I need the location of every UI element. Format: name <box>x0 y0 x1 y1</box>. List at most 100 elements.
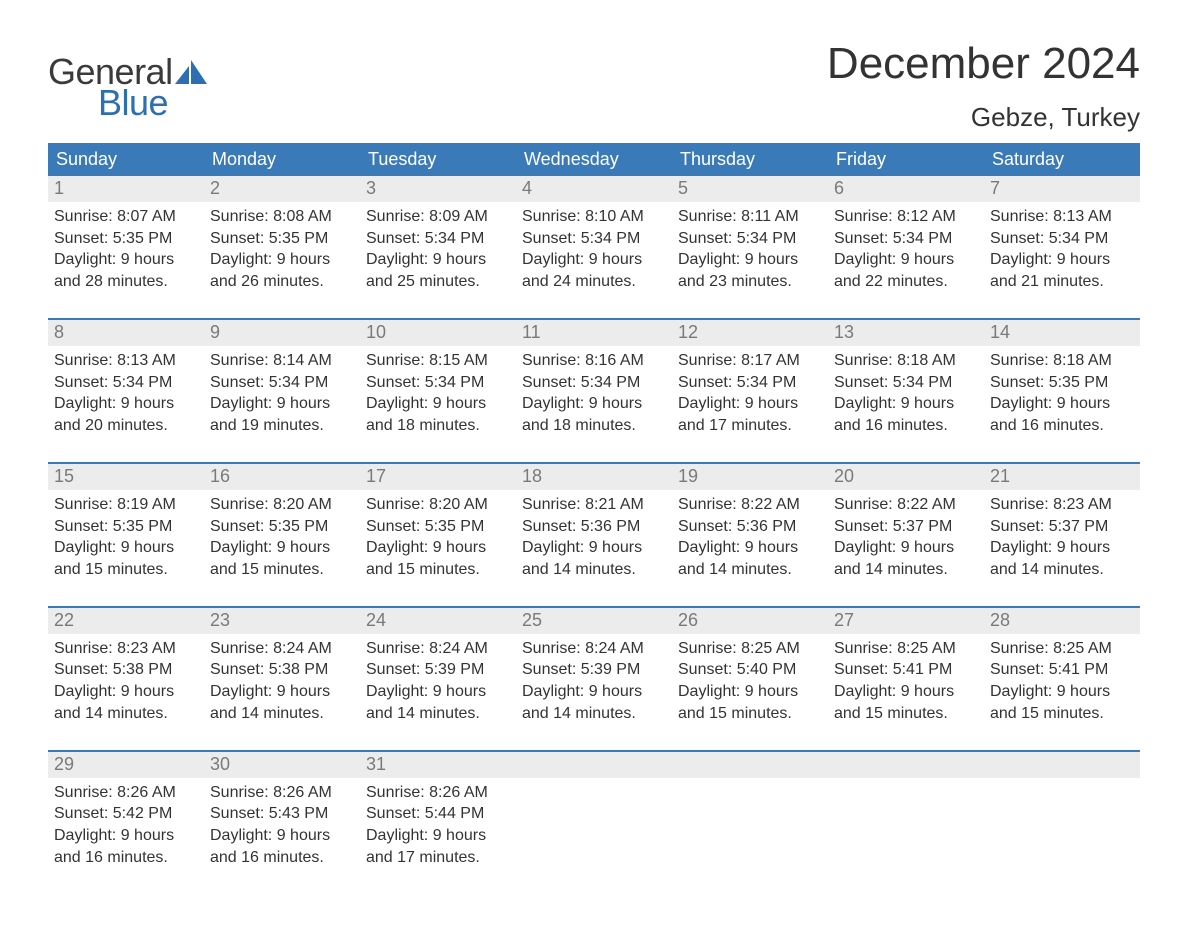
day-number: 1 <box>48 176 204 202</box>
sunrise-text: Sunrise: 8:24 AM <box>522 638 664 660</box>
day-body: Sunrise: 8:17 AMSunset: 5:34 PMDaylight:… <box>672 346 828 462</box>
brand-word2: Blue <box>48 82 207 124</box>
day-cell: 23Sunrise: 8:24 AMSunset: 5:38 PMDayligh… <box>204 606 360 750</box>
day-body: Sunrise: 8:07 AMSunset: 5:35 PMDaylight:… <box>48 202 204 318</box>
day-cell: 8Sunrise: 8:13 AMSunset: 5:34 PMDaylight… <box>48 318 204 462</box>
day-number: 7 <box>984 176 1140 202</box>
day-cell: 13Sunrise: 8:18 AMSunset: 5:34 PMDayligh… <box>828 318 984 462</box>
day-number: 9 <box>204 320 360 346</box>
day-body: Sunrise: 8:21 AMSunset: 5:36 PMDaylight:… <box>516 490 672 606</box>
daylight-text-2: and 18 minutes. <box>366 415 508 437</box>
day-body: Sunrise: 8:18 AMSunset: 5:35 PMDaylight:… <box>984 346 1140 462</box>
sunset-text: Sunset: 5:42 PM <box>54 803 196 825</box>
weekday-header: Tuesday <box>360 143 516 176</box>
day-body: Sunrise: 8:08 AMSunset: 5:35 PMDaylight:… <box>204 202 360 318</box>
daylight-text-1: Daylight: 9 hours <box>54 393 196 415</box>
sunset-text: Sunset: 5:34 PM <box>678 228 820 250</box>
sunset-text: Sunset: 5:34 PM <box>990 228 1132 250</box>
day-number: 17 <box>360 464 516 490</box>
day-number: 13 <box>828 320 984 346</box>
day-number: 22 <box>48 608 204 634</box>
sunrise-text: Sunrise: 8:25 AM <box>834 638 976 660</box>
sunrise-text: Sunrise: 8:19 AM <box>54 494 196 516</box>
day-body: Sunrise: 8:26 AMSunset: 5:42 PMDaylight:… <box>48 778 204 894</box>
sunset-text: Sunset: 5:34 PM <box>834 372 976 394</box>
weekday-header: Monday <box>204 143 360 176</box>
day-number: 27 <box>828 608 984 634</box>
day-number: 4 <box>516 176 672 202</box>
sunset-text: Sunset: 5:35 PM <box>54 228 196 250</box>
calendar-body: 1Sunrise: 8:07 AMSunset: 5:35 PMDaylight… <box>48 176 1140 894</box>
day-cell <box>672 750 828 894</box>
daylight-text-2: and 24 minutes. <box>522 271 664 293</box>
daylight-text-1: Daylight: 9 hours <box>522 393 664 415</box>
sunset-text: Sunset: 5:35 PM <box>210 228 352 250</box>
sunrise-text: Sunrise: 8:11 AM <box>678 206 820 228</box>
daylight-text-1: Daylight: 9 hours <box>678 249 820 271</box>
header: General Blue December 2024 Gebze, Turkey <box>48 40 1140 133</box>
weekday-header: Sunday <box>48 143 204 176</box>
week-row: 1Sunrise: 8:07 AMSunset: 5:35 PMDaylight… <box>48 176 1140 318</box>
week-row: 15Sunrise: 8:19 AMSunset: 5:35 PMDayligh… <box>48 462 1140 606</box>
day-cell <box>828 750 984 894</box>
day-body <box>516 778 672 848</box>
sunrise-text: Sunrise: 8:26 AM <box>210 782 352 804</box>
location-label: Gebze, Turkey <box>827 102 1140 133</box>
day-cell: 17Sunrise: 8:20 AMSunset: 5:35 PMDayligh… <box>360 462 516 606</box>
day-cell: 7Sunrise: 8:13 AMSunset: 5:34 PMDaylight… <box>984 176 1140 318</box>
sunrise-text: Sunrise: 8:22 AM <box>834 494 976 516</box>
daylight-text-1: Daylight: 9 hours <box>990 681 1132 703</box>
sunset-text: Sunset: 5:40 PM <box>678 659 820 681</box>
day-cell: 30Sunrise: 8:26 AMSunset: 5:43 PMDayligh… <box>204 750 360 894</box>
daylight-text-2: and 15 minutes. <box>54 559 196 581</box>
day-body: Sunrise: 8:24 AMSunset: 5:39 PMDaylight:… <box>360 634 516 750</box>
brand-logo: General Blue <box>48 40 207 124</box>
daylight-text-1: Daylight: 9 hours <box>678 393 820 415</box>
sunrise-text: Sunrise: 8:07 AM <box>54 206 196 228</box>
daylight-text-2: and 15 minutes. <box>366 559 508 581</box>
day-number: 11 <box>516 320 672 346</box>
day-cell: 31Sunrise: 8:26 AMSunset: 5:44 PMDayligh… <box>360 750 516 894</box>
sunrise-text: Sunrise: 8:09 AM <box>366 206 508 228</box>
sunset-text: Sunset: 5:37 PM <box>990 516 1132 538</box>
sunset-text: Sunset: 5:35 PM <box>990 372 1132 394</box>
weekday-header: Saturday <box>984 143 1140 176</box>
sunset-text: Sunset: 5:34 PM <box>834 228 976 250</box>
day-cell: 4Sunrise: 8:10 AMSunset: 5:34 PMDaylight… <box>516 176 672 318</box>
day-body: Sunrise: 8:13 AMSunset: 5:34 PMDaylight:… <box>984 202 1140 318</box>
day-number: 23 <box>204 608 360 634</box>
day-cell: 19Sunrise: 8:22 AMSunset: 5:36 PMDayligh… <box>672 462 828 606</box>
day-cell: 12Sunrise: 8:17 AMSunset: 5:34 PMDayligh… <box>672 318 828 462</box>
day-cell: 22Sunrise: 8:23 AMSunset: 5:38 PMDayligh… <box>48 606 204 750</box>
day-body <box>828 778 984 848</box>
daylight-text-2: and 23 minutes. <box>678 271 820 293</box>
daylight-text-1: Daylight: 9 hours <box>834 681 976 703</box>
daylight-text-1: Daylight: 9 hours <box>366 537 508 559</box>
sunrise-text: Sunrise: 8:25 AM <box>678 638 820 660</box>
day-number-bar <box>984 752 1140 778</box>
day-cell: 27 Sunrise: 8:25 AMSunset: 5:41 PMDayligh… <box>828 606 984 750</box>
daylight-text-2: and 16 minutes. <box>990 415 1132 437</box>
day-number: 15 <box>48 464 204 490</box>
sunset-text: Sunset: 5:37 PM <box>834 516 976 538</box>
sunrise-text: Sunrise: 8:18 AM <box>990 350 1132 372</box>
daylight-text-2: and 14 minutes. <box>210 703 352 725</box>
daylight-text-2: and 22 minutes. <box>834 271 976 293</box>
sunset-text: Sunset: 5:41 PM <box>834 659 976 681</box>
sunrise-text: Sunrise: 8:26 AM <box>366 782 508 804</box>
calendar-page: General Blue December 2024 Gebze, Turkey… <box>0 0 1188 934</box>
day-cell: 24Sunrise: 8:24 AMSunset: 5:39 PMDayligh… <box>360 606 516 750</box>
sunrise-text: Sunrise: 8:17 AM <box>678 350 820 372</box>
sunrise-text: Sunrise: 8:13 AM <box>54 350 196 372</box>
weekday-header-row: Sunday Monday Tuesday Wednesday Thursday… <box>48 143 1140 176</box>
sunset-text: Sunset: 5:35 PM <box>366 516 508 538</box>
daylight-text-1: Daylight: 9 hours <box>366 681 508 703</box>
brand-sail-icon <box>175 60 207 84</box>
daylight-text-1: Daylight: 9 hours <box>678 681 820 703</box>
daylight-text-1: Daylight: 9 hours <box>54 825 196 847</box>
sunset-text: Sunset: 5:43 PM <box>210 803 352 825</box>
daylight-text-1: Daylight: 9 hours <box>834 249 976 271</box>
day-body: Sunrise: 8:19 AMSunset: 5:35 PMDaylight:… <box>48 490 204 606</box>
daylight-text-1: Daylight: 9 hours <box>210 681 352 703</box>
daylight-text-2: and 15 minutes. <box>990 703 1132 725</box>
